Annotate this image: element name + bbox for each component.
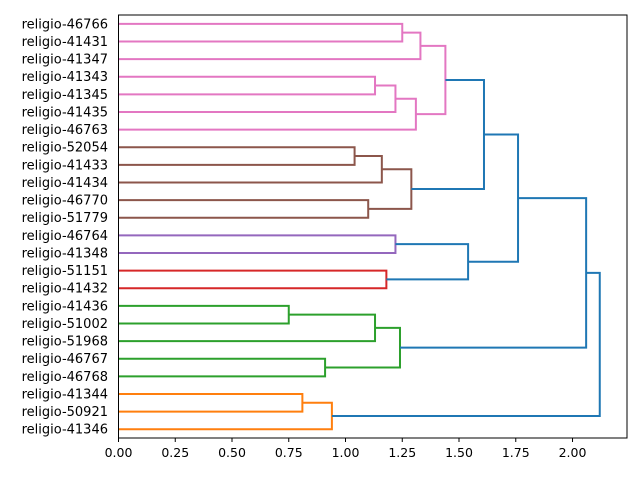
leaf-label: religio-46770 <box>22 194 108 209</box>
dendrogram-link-G3 <box>118 357 327 378</box>
leaf-label: religio-41344 <box>22 387 108 402</box>
dendrogram-link-G2 <box>118 313 377 343</box>
dendrogram-link-A5 <box>331 271 601 417</box>
dendrogram-link-A4 <box>399 197 588 349</box>
leaf-label: religio-41434 <box>22 176 108 191</box>
x-tick-label: 2.00 <box>559 445 587 460</box>
dendrogram-link-V1 <box>118 234 397 254</box>
dendrogram-link-B4 <box>368 168 413 210</box>
leaf-label: religio-50921 <box>22 405 108 420</box>
leaf-label: religio-41436 <box>22 299 108 314</box>
leaf-label: religio-41347 <box>22 53 108 68</box>
x-tick-label: 0.75 <box>275 445 303 460</box>
x-tick-label: 1.75 <box>502 445 530 460</box>
leaf-label: religio-46766 <box>22 17 108 32</box>
dendrogram-link-B3 <box>118 199 370 219</box>
x-tick-label: 1.50 <box>445 445 473 460</box>
leaf-label: religio-51968 <box>22 335 108 350</box>
dendrogram-link-P5 <box>118 97 417 131</box>
dendrogram-link-P2 <box>118 31 422 61</box>
dendrogram-link-A1 <box>411 78 485 191</box>
leaf-label: religio-46764 <box>22 229 108 244</box>
leaf-label: religio-52054 <box>22 141 108 156</box>
dendrogram-link-O2 <box>118 401 333 431</box>
leaf-label: religio-46763 <box>22 123 108 138</box>
leaf-label: religio-41343 <box>22 70 108 85</box>
leaf-label: religio-41433 <box>22 158 108 173</box>
x-tick-label: 0.50 <box>218 445 246 460</box>
x-tick-label: 0.00 <box>105 445 133 460</box>
leaf-label: religio-51151 <box>22 264 108 279</box>
leaf-label: religio-41432 <box>22 282 108 297</box>
leaf-label: religio-41348 <box>22 246 108 261</box>
leaf-label: religio-51779 <box>22 211 108 226</box>
dendrogram-link-G1 <box>118 304 290 325</box>
leaf-label: religio-46768 <box>22 370 108 385</box>
x-tick-label: 1.25 <box>388 445 416 460</box>
x-tick-label: 1.00 <box>332 445 360 460</box>
axes-frame <box>118 14 628 439</box>
dendrogram-link-P3 <box>118 75 377 96</box>
dendrogram-link-A3 <box>468 133 520 263</box>
dendrogram-link-B2 <box>118 155 383 184</box>
leaf-label: religio-41435 <box>22 105 108 120</box>
dendrogram-link-O1 <box>118 392 304 413</box>
leaf-label: religio-46767 <box>22 352 108 367</box>
x-tick-label: 0.25 <box>161 445 189 460</box>
dendrogram-link-P4 <box>118 84 397 113</box>
dendrogram-link-B1 <box>118 146 356 166</box>
leaf-label: religio-41345 <box>22 88 108 103</box>
dendrogram-link-G4 <box>325 326 401 369</box>
dendrogram-link-A2 <box>386 243 470 281</box>
leaf-label: religio-41431 <box>22 35 108 50</box>
dendrogram-link-P1 <box>118 22 404 43</box>
leaf-label: religio-51002 <box>22 317 108 332</box>
leaf-label: religio-41346 <box>22 423 108 438</box>
dendrogram-link-R1 <box>118 269 388 290</box>
